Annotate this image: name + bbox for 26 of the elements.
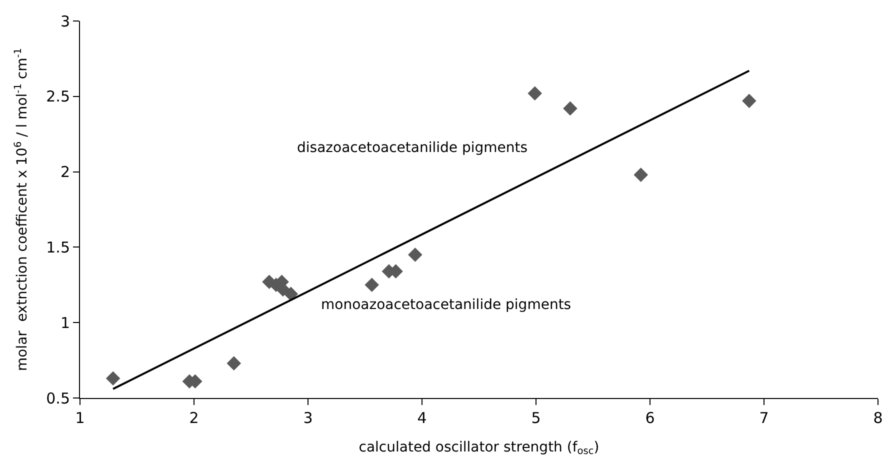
point: [106, 371, 120, 386]
y-tick-label: 1: [60, 314, 70, 332]
x-tick-label: 5: [531, 409, 541, 427]
y-tick-label: 3: [60, 12, 70, 30]
x-tick-label: 3: [303, 409, 313, 427]
point: [226, 356, 242, 370]
point: [634, 168, 648, 182]
annotation: disazoacetoacetanilide pigments: [297, 140, 528, 156]
x-tick-label: 4: [417, 409, 427, 427]
y-tick-label: 2.5: [46, 88, 70, 106]
point: [528, 86, 542, 101]
annotation: monoazoacetoacetanilide pigments: [321, 297, 572, 313]
x-tick-label: 1: [75, 409, 85, 427]
x-tick-label: 6: [645, 409, 655, 427]
point: [364, 278, 379, 292]
y-tick-label: 2: [60, 163, 70, 182]
point: [742, 94, 756, 108]
y-tick-label: 0.5: [46, 389, 70, 408]
x-tick-label: 2: [189, 409, 199, 427]
y-tick-label: 1.5: [46, 238, 70, 256]
point: [563, 101, 578, 116]
x-tick-label: 8: [873, 409, 883, 427]
point: [408, 248, 422, 262]
x-axis-title: calculated oscillator strength (f$_{osc}$): [358, 439, 600, 458]
x-tick-label: 7: [759, 409, 769, 427]
point: [284, 286, 298, 302]
